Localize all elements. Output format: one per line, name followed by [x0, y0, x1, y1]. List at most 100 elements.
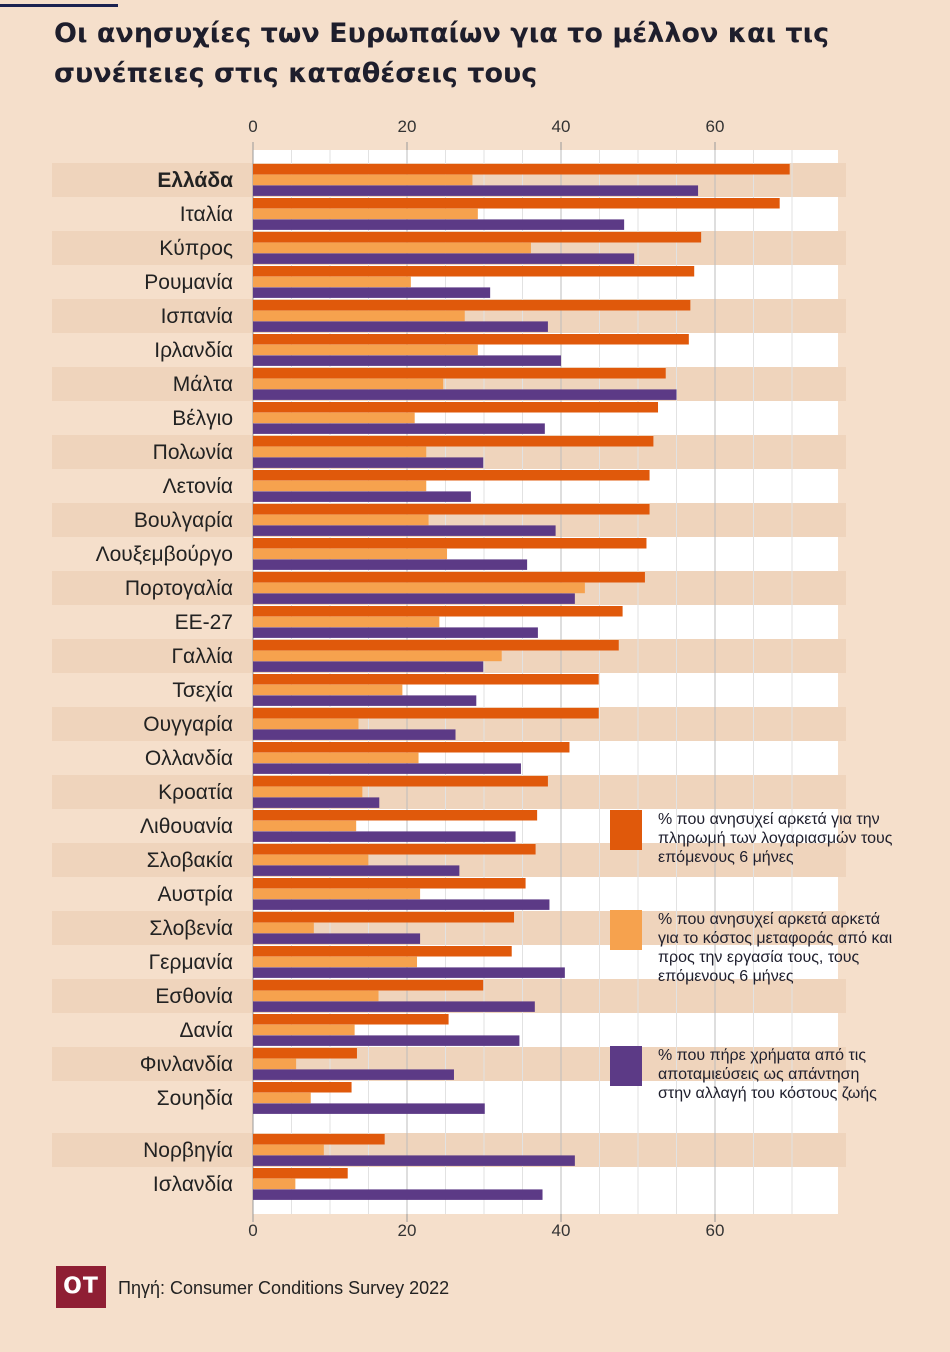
bar-transport: [253, 208, 478, 220]
country-label: Βουλγαρία: [134, 509, 233, 532]
country-label: Λιθουανία: [140, 815, 233, 838]
bar-savings: [253, 1103, 485, 1114]
bar-savings: [253, 695, 477, 706]
bar-bills: [253, 708, 599, 719]
legend-label-savings: % που πήρε χρήματα από τις αποταμιεύσεις…: [658, 1047, 877, 1102]
bar-bills: [253, 504, 650, 515]
bar-bills: [253, 198, 780, 209]
bar-savings: [253, 729, 456, 740]
bar-savings: [253, 865, 460, 876]
country-label: Κύπρος: [159, 237, 233, 260]
bar-transport: [253, 412, 415, 424]
bar-savings: [253, 219, 625, 230]
bar-transport: [253, 242, 531, 254]
bar-bills: [253, 640, 619, 651]
bar-savings: [253, 1189, 543, 1200]
bar-bills: [253, 436, 654, 447]
bar-transport: [253, 1144, 324, 1156]
bar-savings: [253, 389, 677, 400]
country-label: Κροατία: [158, 781, 233, 804]
bar-savings: [253, 457, 484, 468]
bar-bills: [253, 1168, 348, 1179]
bar-bills: [253, 776, 548, 787]
bar-savings: [253, 1001, 535, 1012]
bar-transport: [253, 548, 448, 560]
bar-bills: [253, 1082, 352, 1093]
bar-savings: [253, 593, 575, 604]
bar-bills: [253, 402, 659, 413]
bar-transport: [253, 174, 473, 186]
bar-transport: [253, 276, 411, 288]
bar-bills: [253, 538, 647, 549]
bar-savings: [253, 253, 635, 264]
bar-savings: [253, 933, 421, 944]
country-label: Ισλανδία: [153, 1173, 233, 1196]
bar-savings: [253, 967, 565, 978]
bar-savings: [253, 423, 545, 434]
bar-bills: [253, 878, 526, 889]
bar-bills: [253, 946, 512, 957]
bar-bills: [253, 1014, 449, 1025]
bar-bills: [253, 810, 538, 821]
bar-bills: [253, 232, 702, 243]
bar-transport: [253, 956, 418, 968]
x-tick-label-top: 40: [552, 117, 571, 136]
bar-transport: [253, 616, 440, 628]
bar-savings: [253, 491, 471, 502]
bar-transport: [253, 1178, 296, 1190]
country-label: Σουηδία: [157, 1087, 233, 1110]
bar-savings: [253, 321, 548, 332]
x-tick-label-bottom: 0: [248, 1221, 257, 1240]
bar-transport: [253, 514, 429, 526]
bar-transport: [253, 990, 379, 1002]
legend-label-bills: % που ανησυχεί αρκετά για την πληρωμή τω…: [658, 811, 893, 866]
country-label: Γερμανία: [149, 951, 233, 974]
bar-transport: [253, 820, 357, 832]
bar-bills: [253, 606, 623, 617]
bar-transport: [253, 582, 585, 594]
country-label: Πορτογαλία: [125, 577, 233, 600]
legend-swatch-transport: [610, 910, 642, 950]
source-note: Πηγή: Consumer Conditions Survey 2022: [118, 1278, 450, 1298]
country-label: Πολωνία: [153, 441, 233, 464]
bar-bills: [253, 1048, 357, 1059]
country-label: Λουξεμβούργο: [96, 543, 233, 566]
country-label: Ιρλανδία: [154, 339, 233, 362]
country-label: Βέλγιο: [172, 407, 233, 430]
bar-bills: [253, 266, 695, 277]
country-label: Δανία: [180, 1019, 233, 1042]
bar-transport: [253, 310, 465, 322]
bar-savings: [253, 525, 556, 536]
country-label: Αυστρία: [158, 883, 234, 906]
bar-transport: [253, 854, 369, 866]
country-label: Ουγγαρία: [143, 713, 233, 736]
bar-savings: [253, 627, 538, 638]
country-label: Σλοβενία: [149, 917, 233, 940]
country-label: Ιταλία: [180, 203, 233, 226]
bar-bills: [253, 844, 536, 855]
bar-transport: [253, 752, 419, 764]
bar-transport: [253, 786, 363, 798]
ot-logo: ΟΤ: [56, 1266, 106, 1308]
bar-bills: [253, 164, 790, 175]
bar-bills: [253, 742, 570, 753]
legend-swatch-savings: [610, 1046, 642, 1086]
bar-savings: [253, 1035, 520, 1046]
bar-savings: [253, 899, 550, 910]
country-label: Λετονία: [163, 475, 233, 498]
bar-savings: [253, 797, 380, 808]
bar-savings: [253, 185, 699, 196]
x-tick-label-top: 20: [398, 117, 417, 136]
x-tick-label-top: 60: [706, 117, 725, 136]
bar-bills: [253, 980, 484, 991]
bar-bills: [253, 1134, 385, 1145]
bar-savings: [253, 355, 561, 366]
legend-swatch-bills: [610, 810, 642, 850]
x-tick-label-bottom: 40: [552, 1221, 571, 1240]
country-label: Ρουμανία: [144, 271, 233, 294]
country-label: Νορβηγία: [143, 1139, 233, 1162]
country-label: Ισπανία: [161, 305, 233, 328]
bar-transport: [253, 446, 427, 458]
bar-savings: [253, 1069, 454, 1080]
